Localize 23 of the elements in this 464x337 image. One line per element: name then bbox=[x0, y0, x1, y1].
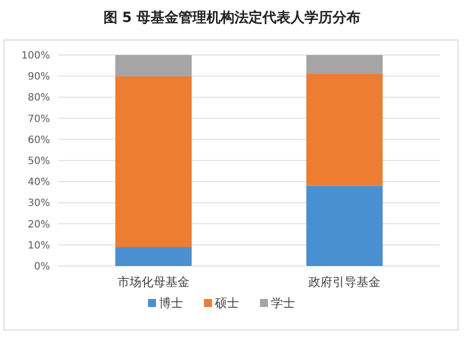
legend-label: 博士 bbox=[159, 296, 183, 310]
y-tick-label: 10% bbox=[28, 240, 50, 252]
x-tick-label: 市场化母基金 bbox=[118, 275, 190, 289]
y-tick-label: 90% bbox=[28, 72, 50, 83]
y-tick-label: 20% bbox=[28, 219, 50, 230]
bar bbox=[115, 76, 192, 248]
y-tick-label: 60% bbox=[28, 134, 50, 146]
bar bbox=[115, 247, 192, 266]
chart-title: 图 5 母基金管理机构法定代表人学历分布 bbox=[103, 9, 361, 26]
bar bbox=[115, 55, 192, 76]
y-tick-label: 80% bbox=[28, 92, 50, 104]
bar bbox=[306, 74, 383, 186]
x-tick-label: 政府引导基金 bbox=[308, 275, 380, 289]
y-tick-label: 30% bbox=[28, 198, 50, 210]
y-tick-label: 40% bbox=[28, 177, 50, 188]
y-tick-label: 70% bbox=[28, 114, 50, 125]
bar bbox=[306, 55, 383, 74]
y-tick-label: 50% bbox=[28, 156, 50, 167]
legend-label: 学士 bbox=[271, 296, 295, 310]
legend-label: 硕士 bbox=[214, 296, 239, 310]
bar bbox=[306, 186, 383, 266]
y-tick-label: 0% bbox=[34, 262, 50, 272]
y-tick-label: 100% bbox=[21, 50, 50, 62]
